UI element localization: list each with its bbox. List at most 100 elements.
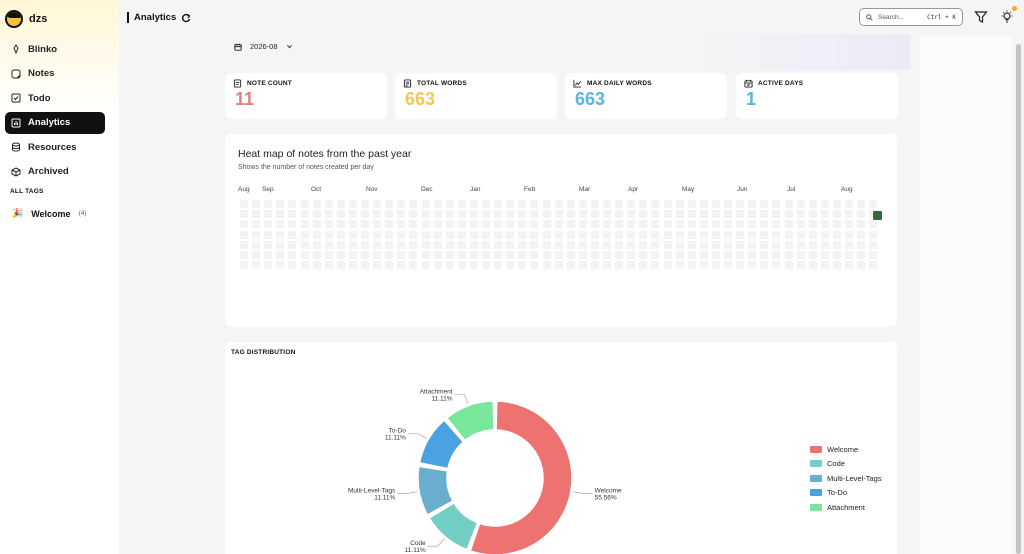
scrollbar[interactable] xyxy=(1016,44,1021,554)
heatmap-cell[interactable] xyxy=(760,230,769,239)
heatmap-cell[interactable] xyxy=(361,210,369,219)
heatmap-cell[interactable] xyxy=(373,261,382,270)
heatmap-cell[interactable] xyxy=(421,261,430,270)
heatmap-cell[interactable] xyxy=(324,261,333,270)
heatmap-cell[interactable] xyxy=(699,230,708,239)
heatmap-cell[interactable] xyxy=(530,251,539,259)
heatmap-cell[interactable] xyxy=(772,261,781,270)
donut-slice-code[interactable] xyxy=(428,501,479,551)
heatmap-cell[interactable] xyxy=(820,220,829,229)
heatmap-cell[interactable] xyxy=(312,210,321,219)
heatmap-cell[interactable] xyxy=(857,261,866,270)
heatmap-cell[interactable] xyxy=(445,220,454,229)
heatmap-cell[interactable] xyxy=(373,210,382,219)
heatmap-cell[interactable] xyxy=(651,261,660,270)
heatmap-cell[interactable] xyxy=(469,230,478,239)
heatmap-cell[interactable] xyxy=(530,240,539,249)
legend-item[interactable]: Welcome xyxy=(810,442,882,457)
heatmap-cell[interactable] xyxy=(542,261,551,270)
heatmap-cell[interactable] xyxy=(300,200,309,208)
heatmap-cell[interactable] xyxy=(603,251,611,259)
heatmap-cell[interactable] xyxy=(397,240,406,249)
heatmap-cell[interactable] xyxy=(603,240,611,249)
heatmap-cell[interactable] xyxy=(590,251,599,259)
heatmap-cell[interactable] xyxy=(433,240,442,249)
heatmap-cell[interactable] xyxy=(603,220,611,229)
heatmap-cell[interactable] xyxy=(373,230,382,239)
heatmap-cell[interactable] xyxy=(457,240,466,249)
heatmap-cell[interactable] xyxy=(639,261,648,270)
heatmap-cell[interactable] xyxy=(530,261,539,270)
heatmap-cell[interactable] xyxy=(445,200,454,208)
heatmap-cell[interactable] xyxy=(276,240,285,249)
heatmap-cell[interactable] xyxy=(869,261,878,270)
heatmap-cell[interactable] xyxy=(796,210,805,219)
heatmap-cell[interactable] xyxy=(506,230,515,239)
heatmap-cell[interactable] xyxy=(615,220,624,229)
heatmap-cell[interactable] xyxy=(820,200,829,208)
heatmap-cell[interactable] xyxy=(627,230,636,239)
heatmap-cell[interactable] xyxy=(397,251,406,259)
heatmap-cell[interactable] xyxy=(808,200,817,208)
donut-slice-to-do[interactable] xyxy=(418,419,465,470)
heatmap-cell[interactable] xyxy=(542,240,551,249)
heatmap-cell[interactable] xyxy=(240,261,248,270)
heatmap-cell[interactable] xyxy=(494,230,503,239)
heatmap-cell[interactable] xyxy=(336,230,345,239)
heatmap-cell[interactable] xyxy=(554,210,563,219)
heatmap-cell[interactable] xyxy=(324,200,333,208)
heatmap-cell[interactable] xyxy=(675,200,684,208)
heatmap-cell[interactable] xyxy=(639,200,648,208)
sidebar-item-notes[interactable]: Notes xyxy=(5,63,105,85)
heatmap-cell[interactable] xyxy=(409,220,418,229)
heatmap-cell[interactable] xyxy=(639,240,648,249)
heatmap-cell[interactable] xyxy=(494,251,503,259)
heatmap-cell[interactable] xyxy=(421,210,430,219)
heatmap-cell[interactable] xyxy=(651,240,660,249)
heatmap-cell[interactable] xyxy=(772,210,781,219)
heatmap-cell[interactable] xyxy=(336,240,345,249)
refresh-icon[interactable] xyxy=(181,13,191,23)
heatmap-cell[interactable] xyxy=(457,251,466,259)
heatmap-cell[interactable] xyxy=(264,230,273,239)
heatmap-cell[interactable] xyxy=(288,220,297,229)
heatmap-cell[interactable] xyxy=(736,240,745,249)
heatmap-cell[interactable] xyxy=(542,200,551,208)
heatmap-cell[interactable] xyxy=(748,240,757,249)
heatmap-cell[interactable] xyxy=(675,251,684,259)
heatmap-cell[interactable] xyxy=(675,240,684,249)
heatmap-cell[interactable] xyxy=(590,240,599,249)
heatmap-cell[interactable] xyxy=(445,261,454,270)
heatmap-cell[interactable] xyxy=(240,240,248,249)
heatmap-cell[interactable] xyxy=(832,261,841,270)
heatmap-cell[interactable] xyxy=(542,251,551,259)
heatmap-cell[interactable] xyxy=(578,210,587,219)
heatmap-cell[interactable] xyxy=(336,200,345,208)
heatmap-cell[interactable] xyxy=(699,220,708,229)
heatmap-cell[interactable] xyxy=(433,200,442,208)
heatmap-cell[interactable] xyxy=(506,200,515,208)
heatmap-cell[interactable] xyxy=(845,261,853,270)
heatmap-cell[interactable] xyxy=(687,210,696,219)
heatmap-cell[interactable] xyxy=(361,230,369,239)
heatmap-cell[interactable] xyxy=(397,261,406,270)
heatmap-cell[interactable] xyxy=(857,240,866,249)
heatmap-cell[interactable] xyxy=(494,261,503,270)
heatmap-cell[interactable] xyxy=(820,261,829,270)
heatmap-cell[interactable] xyxy=(687,230,696,239)
heatmap-cell[interactable] xyxy=(276,210,285,219)
heatmap-cell[interactable] xyxy=(724,240,732,249)
sidebar-item-analytics[interactable]: Analytics xyxy=(5,111,105,134)
heatmap-cell[interactable] xyxy=(699,210,708,219)
heatmap-cell[interactable] xyxy=(748,230,757,239)
heatmap-cell[interactable] xyxy=(796,230,805,239)
sidebar-item-archived[interactable]: Archived xyxy=(5,161,105,183)
heatmap-cell[interactable] xyxy=(796,240,805,249)
heatmap-cell[interactable] xyxy=(857,200,866,208)
heatmap-cell[interactable] xyxy=(578,220,587,229)
heatmap-cell[interactable] xyxy=(724,200,732,208)
heatmap-cell[interactable] xyxy=(530,210,539,219)
heatmap-cell[interactable] xyxy=(385,200,394,208)
heatmap-cell[interactable] xyxy=(385,251,394,259)
heatmap-cell[interactable] xyxy=(457,210,466,219)
